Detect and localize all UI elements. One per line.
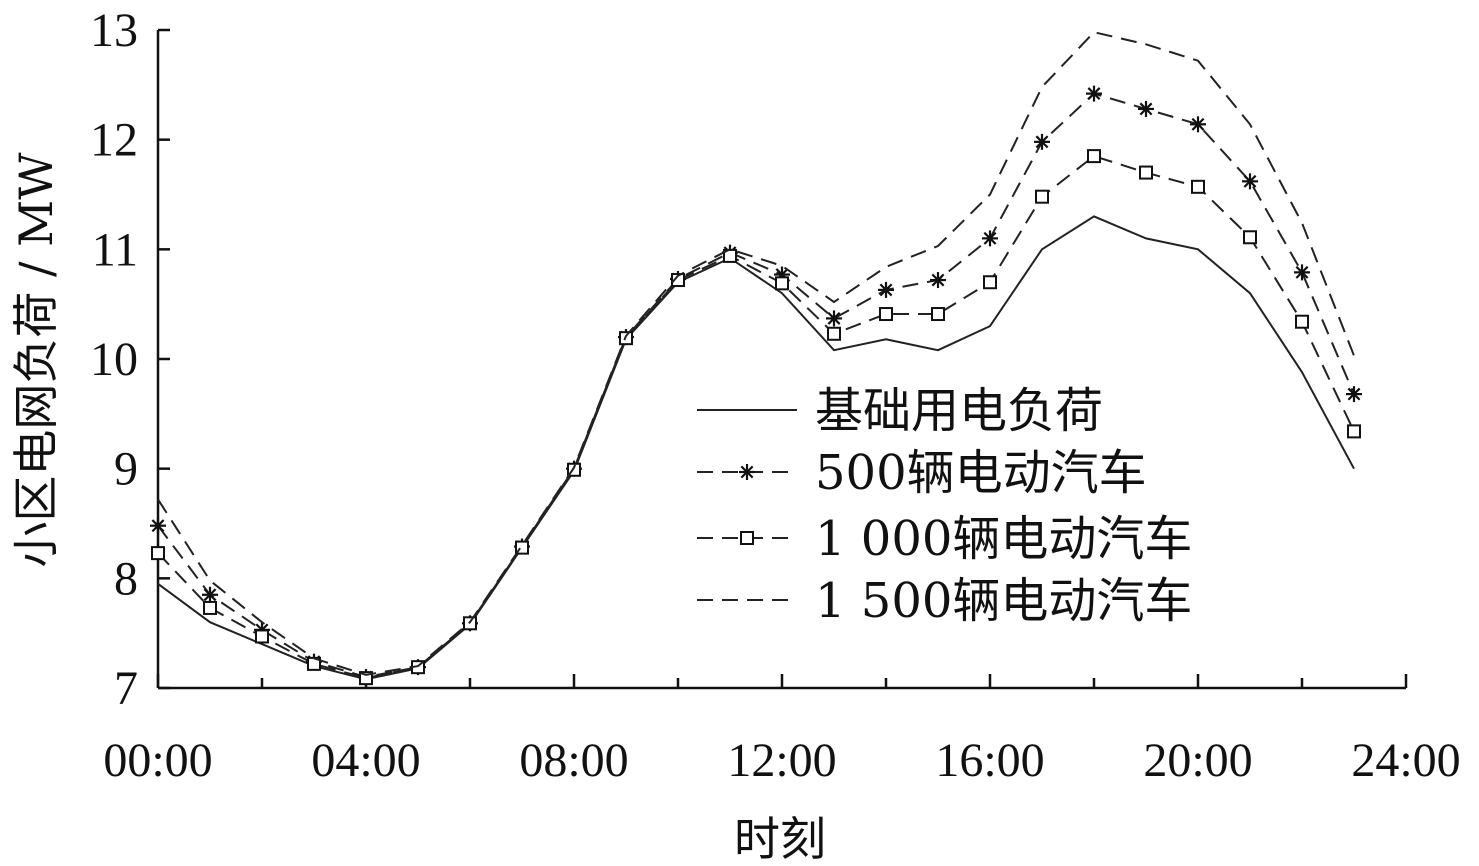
data-point: [878, 281, 894, 298]
axes: 7 8 9 10 11 12 13 00:00 04:00 08:00 12:00 16:00 20:0…: [90, 4, 1461, 787]
data-point: [1243, 230, 1257, 245]
y-tick-label: 8: [114, 552, 138, 605]
y-tick-label: 12: [90, 114, 138, 167]
data-point: [982, 230, 998, 247]
series-layer: [150, 31, 1362, 686]
legend-marker: [739, 464, 755, 480]
y-tick-label: 7: [114, 662, 138, 715]
data-point: [826, 310, 842, 327]
data-point: [1190, 116, 1206, 133]
data-point: [202, 586, 218, 603]
legend: 基础用电负荷 500辆电动汽车 1 000辆电动汽车 1 500辆电动汽车: [697, 383, 1192, 629]
legend-label: 500辆电动汽车: [815, 445, 1147, 501]
x-tick-label: 00:00: [103, 734, 212, 787]
series-line: [157, 31, 1355, 676]
data-point: [671, 273, 685, 288]
series-3: [157, 31, 1355, 676]
data-point: [1139, 165, 1153, 180]
x-tick-label: 20:00: [1143, 734, 1252, 787]
legend-item: 1 500辆电动汽车: [697, 573, 1192, 629]
x-tick-label: 08:00: [519, 734, 628, 787]
data-point: [1242, 173, 1258, 190]
series-line: [157, 92, 1355, 679]
data-point: [1087, 149, 1101, 164]
x-tick-label: 24:00: [1351, 734, 1460, 787]
x-tick-label: 12:00: [727, 734, 836, 787]
data-point: [1346, 386, 1362, 403]
data-point: [879, 307, 893, 322]
legend-item: 500辆电动汽车: [697, 445, 1147, 501]
data-point: [827, 326, 841, 341]
series-line: [157, 154, 1355, 680]
data-point: [203, 600, 217, 615]
series-2: [151, 149, 1361, 686]
data-point: [1347, 424, 1361, 439]
data-point: [1295, 314, 1309, 329]
x-tick-label: 04:00: [311, 734, 420, 787]
legend-item: 1 000辆电动汽车: [697, 511, 1192, 567]
legend-label: 1 000辆电动汽车: [815, 511, 1192, 567]
data-point: [775, 276, 789, 291]
data-point: [1191, 179, 1205, 194]
y-tick-label: 9: [114, 443, 138, 496]
data-point: [1294, 264, 1310, 281]
y-tick-label: 13: [90, 4, 138, 57]
data-point: [931, 307, 945, 322]
data-point: [255, 629, 269, 644]
data-point: [1034, 133, 1050, 150]
data-point: [150, 517, 166, 534]
data-point: [1035, 189, 1049, 204]
data-point: [983, 275, 997, 290]
x-tick-label: 16:00: [935, 734, 1044, 787]
data-point: [1086, 85, 1102, 102]
series-line: [157, 215, 1355, 681]
data-point: [930, 272, 946, 289]
legend-marker: [740, 531, 754, 545]
data-point: [151, 546, 165, 561]
y-axis-title: 小区电网负荷 / MW: [9, 152, 63, 568]
legend-item: 基础用电负荷: [697, 383, 1103, 439]
x-axis-title: 时刻: [734, 812, 826, 866]
y-tick-label: 10: [90, 333, 138, 386]
y-tick-label: 11: [92, 223, 138, 276]
legend-label: 1 500辆电动汽车: [815, 573, 1192, 629]
data-point: [723, 248, 737, 263]
series-0: [157, 215, 1355, 681]
data-point: [1138, 100, 1154, 117]
legend-label: 基础用电负荷: [815, 383, 1103, 439]
